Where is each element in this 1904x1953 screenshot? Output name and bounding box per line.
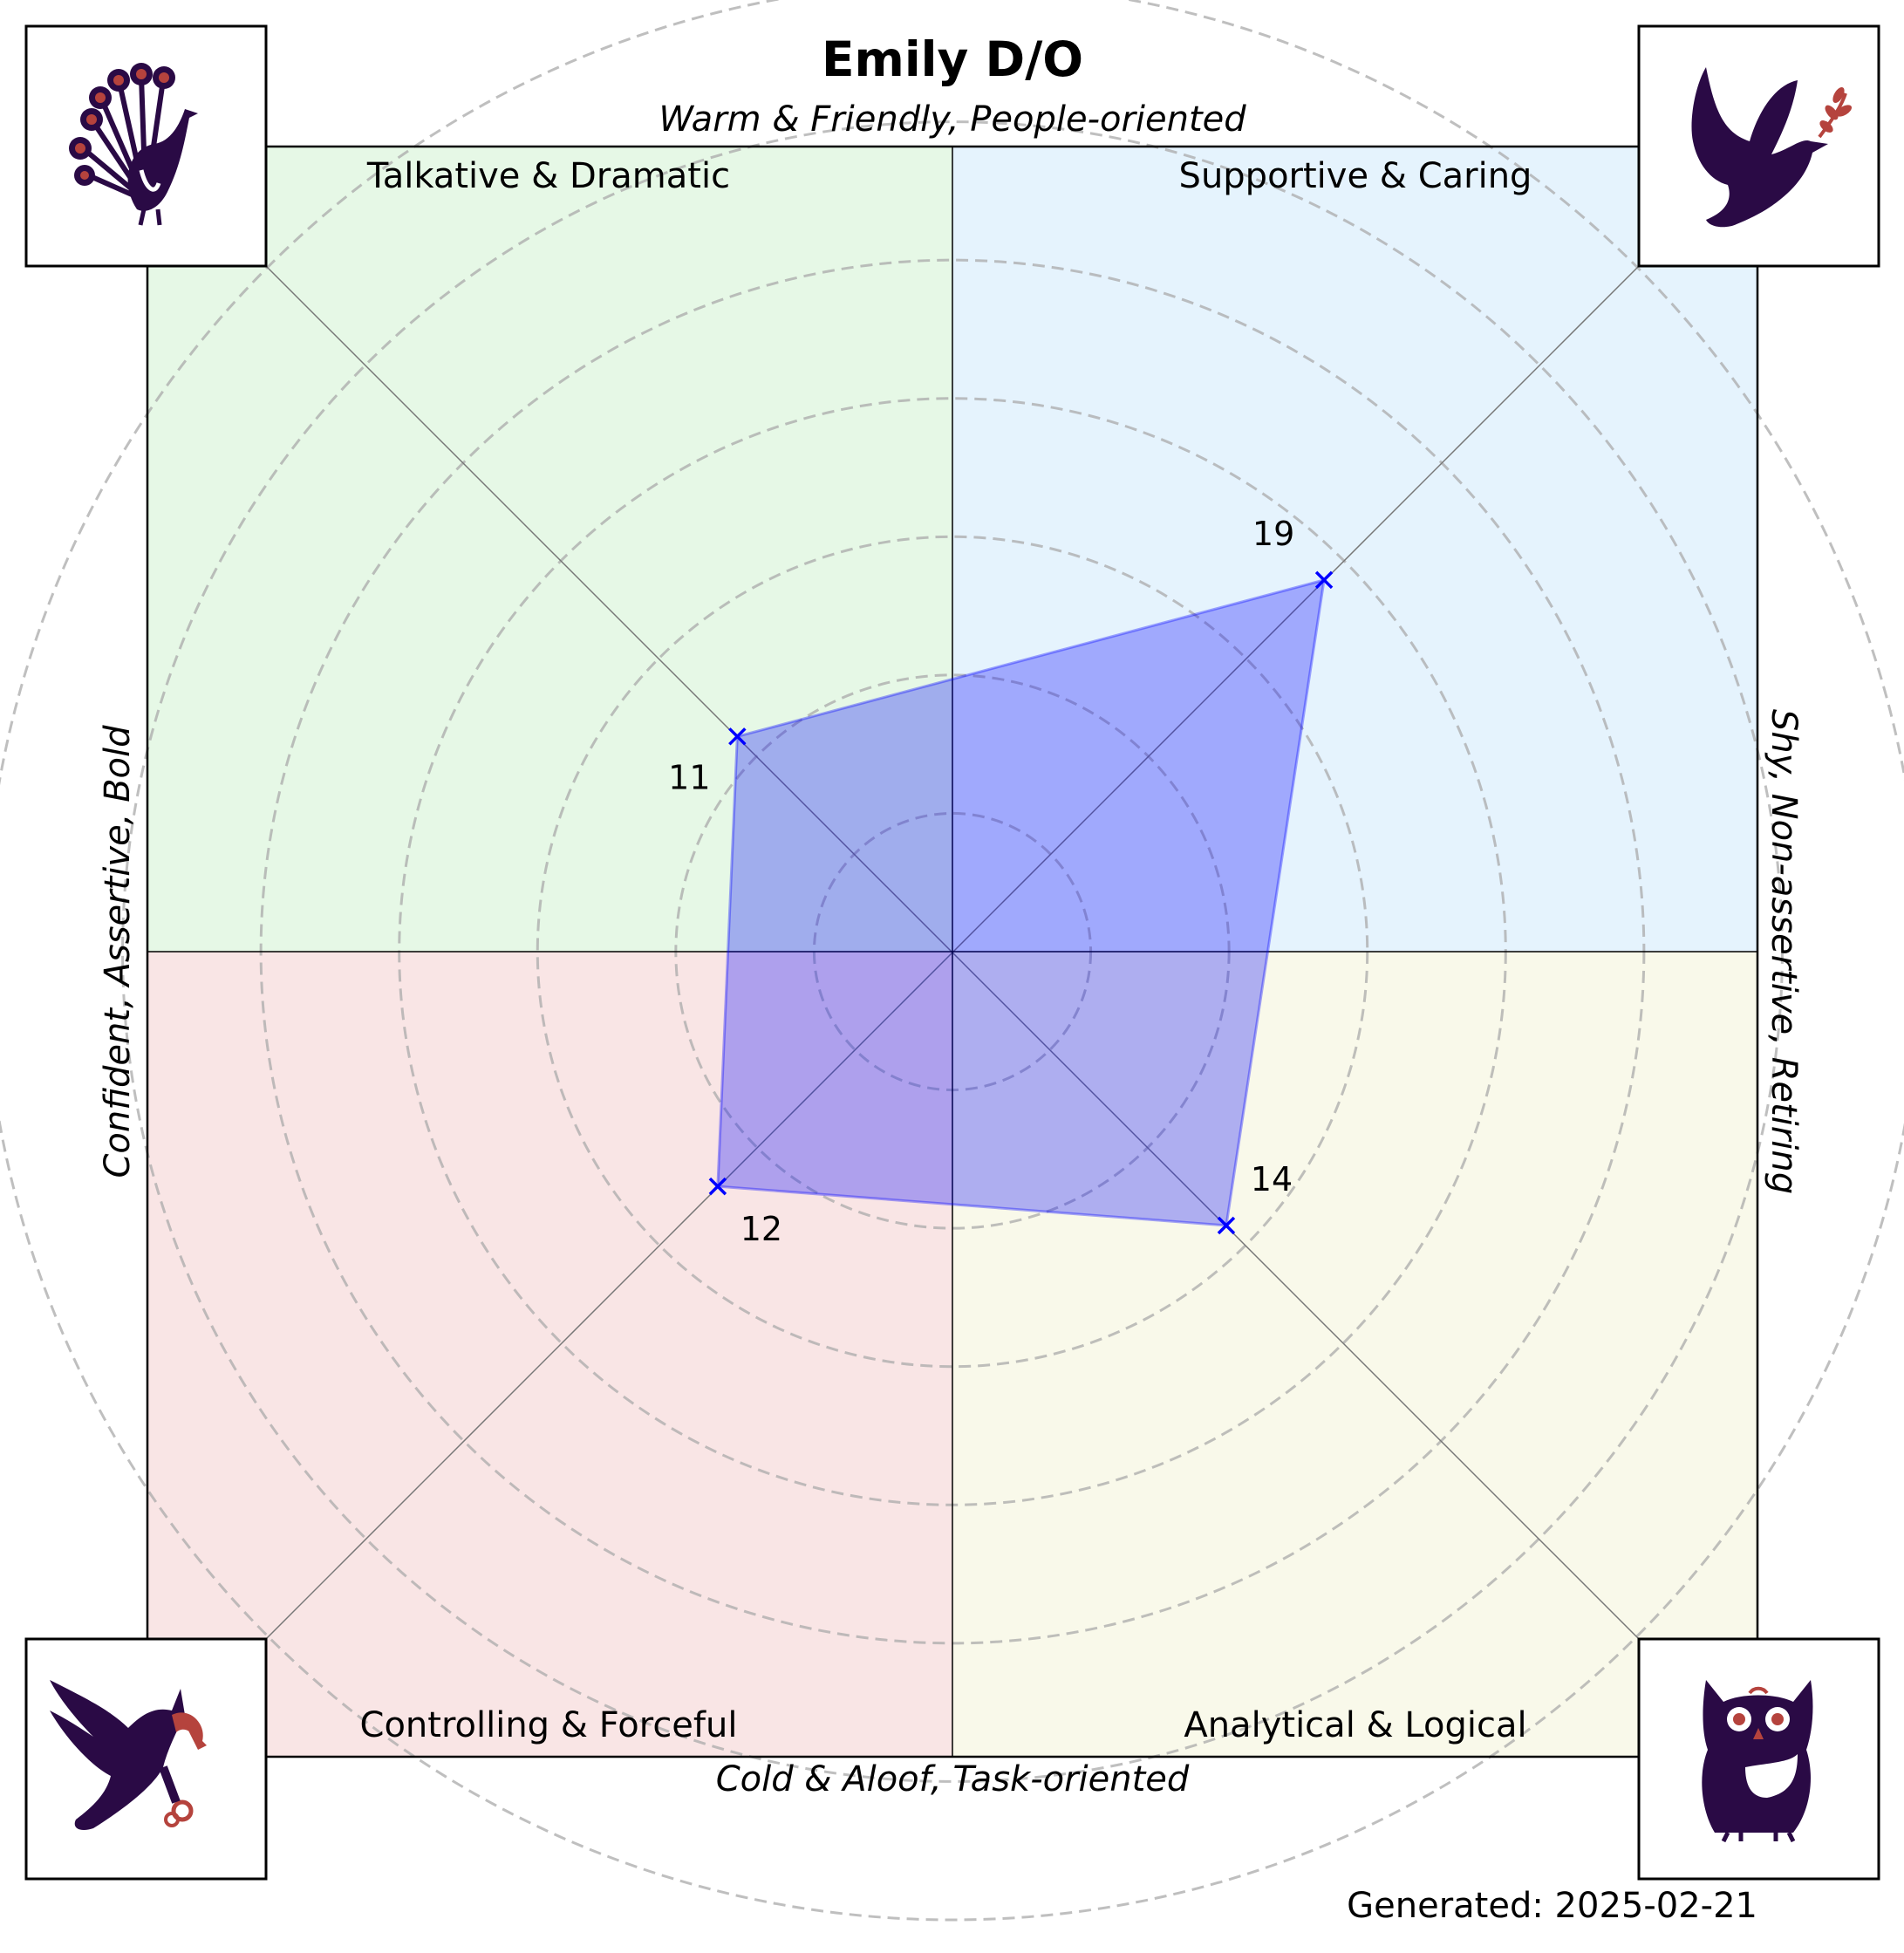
quadrant-label-analytical: Analytical & Logical: [1184, 1705, 1526, 1745]
value-label-bottom-right: 14: [1251, 1160, 1293, 1198]
peacock-icon: [24, 24, 268, 268]
owl-icon: [1637, 1637, 1880, 1881]
axis-label-bottom: Cold & Aloof, Task-oriented: [716, 1759, 1190, 1799]
generated-date: Generated: 2025-02-21: [1347, 1886, 1757, 1926]
data-point-top-right: [1314, 570, 1334, 590]
data-point-top-left: [728, 727, 747, 746]
value-label-top-left: 11: [668, 758, 710, 796]
data-point-bottom-left: [708, 1177, 727, 1196]
axis-label-left: Confident, Assertive, Bold: [98, 725, 138, 1178]
dove-icon: [1637, 24, 1880, 268]
data-point-bottom-right: [1217, 1216, 1236, 1235]
quadrant-label-talkative: Talkative & Dramatic: [366, 156, 730, 196]
axis-label-top: Warm & Friendly, People-oriented: [659, 99, 1246, 140]
chart-title: Emily D/O: [822, 31, 1083, 87]
eagle-icon: [24, 1637, 268, 1881]
plot-frame: [146, 145, 1759, 1758]
quadrant-label-supportive: Supportive & Caring: [1179, 156, 1532, 196]
grid-ring-6: [121, 120, 1784, 1783]
data-series: 11 19 14 12: [668, 515, 1334, 1248]
value-label-top-right: 19: [1252, 515, 1294, 553]
quadrant-label-controlling: Controlling & Forceful: [360, 1705, 738, 1745]
value-label-bottom-left: 12: [740, 1210, 782, 1248]
axis-label-right: Shy, Non-assertive, Retiring: [1764, 709, 1804, 1194]
